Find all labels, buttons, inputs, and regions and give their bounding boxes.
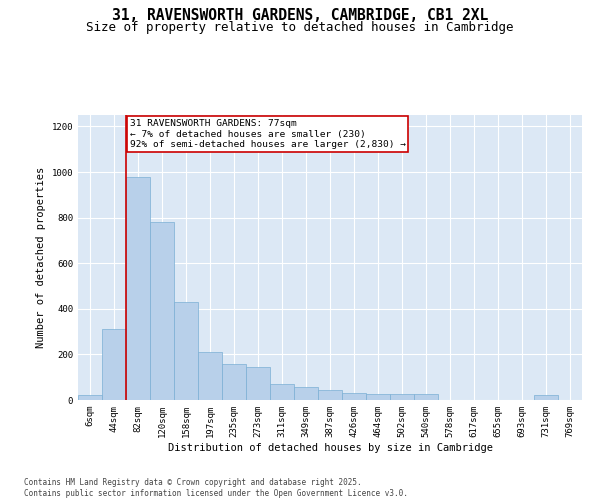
Bar [534, 396, 558, 400]
Text: 31 RAVENSWORTH GARDENS: 77sqm
← 7% of detached houses are smaller (230)
92% of s: 31 RAVENSWORTH GARDENS: 77sqm ← 7% of de… [130, 120, 406, 149]
Bar [294, 388, 318, 400]
Text: Contains HM Land Registry data © Crown copyright and database right 2025.
Contai: Contains HM Land Registry data © Crown c… [24, 478, 408, 498]
X-axis label: Distribution of detached houses by size in Cambridge: Distribution of detached houses by size … [167, 442, 493, 452]
Y-axis label: Number of detached properties: Number of detached properties [36, 167, 46, 348]
Bar [270, 384, 294, 400]
Bar [150, 222, 174, 400]
Bar [366, 394, 390, 400]
Bar [246, 367, 270, 400]
Text: Size of property relative to detached houses in Cambridge: Size of property relative to detached ho… [86, 21, 514, 34]
Bar [318, 390, 342, 400]
Bar [198, 352, 222, 400]
Text: 31, RAVENSWORTH GARDENS, CAMBRIDGE, CB1 2XL: 31, RAVENSWORTH GARDENS, CAMBRIDGE, CB1 … [112, 8, 488, 22]
Bar [390, 394, 414, 400]
Bar [174, 302, 198, 400]
Bar [342, 393, 366, 400]
Bar [126, 176, 150, 400]
Bar [102, 330, 126, 400]
Bar [414, 394, 438, 400]
Bar [78, 396, 102, 400]
Bar [222, 364, 246, 400]
